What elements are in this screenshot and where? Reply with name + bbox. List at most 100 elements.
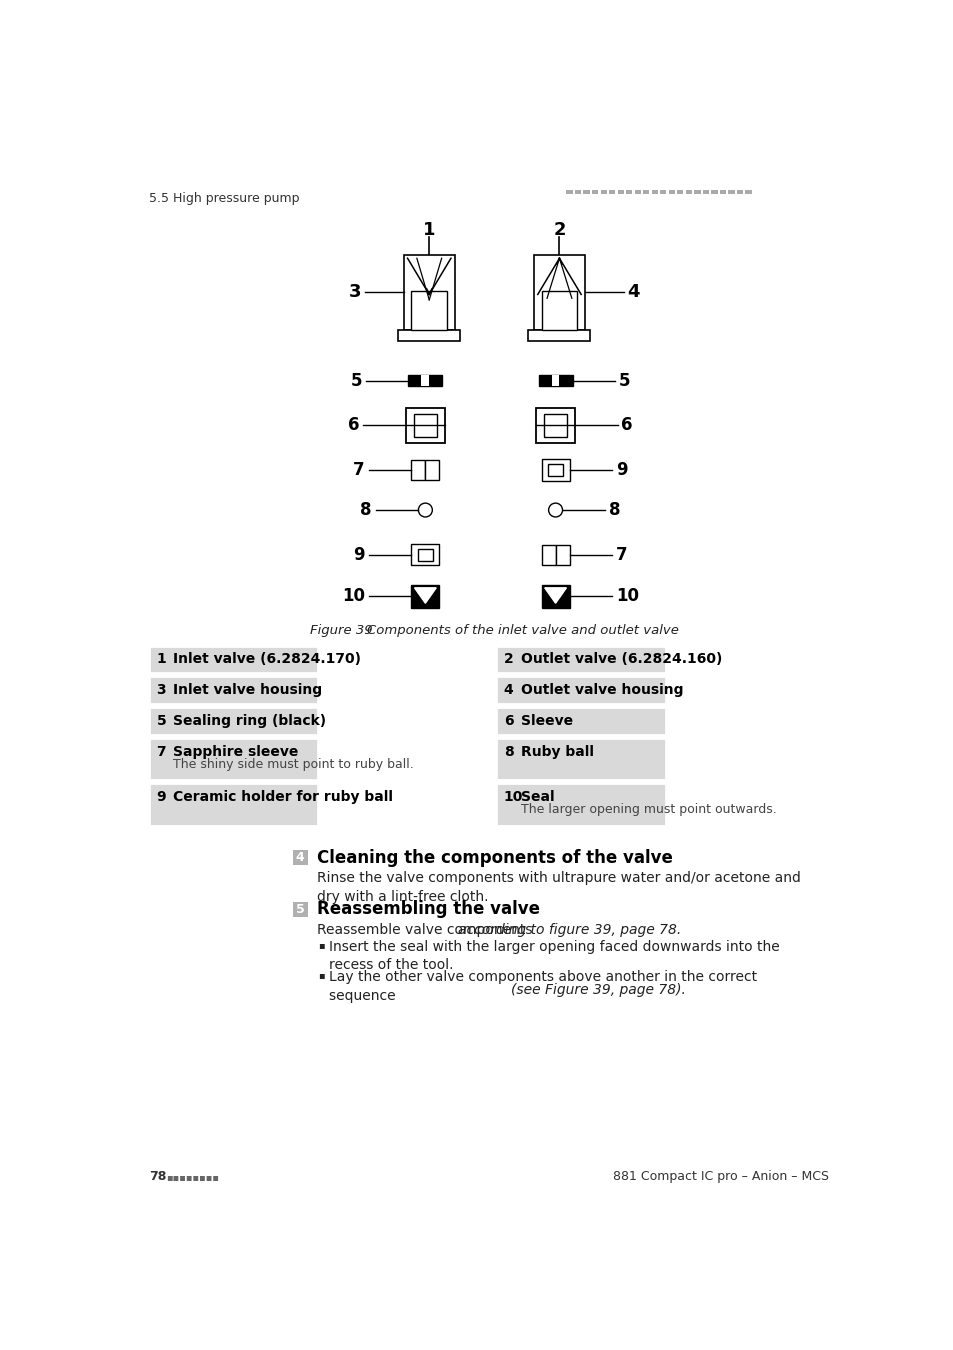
Bar bbox=[421, 375, 429, 386]
Bar bbox=[414, 414, 436, 437]
Text: (see Figure 39, page 78).: (see Figure 39, page 78). bbox=[511, 983, 685, 996]
Text: Ceramic holder for ruby ball: Ceramic holder for ruby ball bbox=[173, 790, 393, 805]
Bar bbox=[711, 190, 717, 194]
Text: Sealing ring (black): Sealing ring (black) bbox=[173, 714, 326, 728]
Bar bbox=[651, 190, 658, 194]
Bar bbox=[425, 460, 439, 481]
Text: 10: 10 bbox=[341, 587, 365, 605]
Text: 5: 5 bbox=[350, 371, 361, 390]
Bar bbox=[496, 738, 665, 780]
Text: 3: 3 bbox=[348, 284, 360, 301]
Bar bbox=[642, 190, 649, 194]
Polygon shape bbox=[544, 587, 566, 603]
Text: 6: 6 bbox=[620, 416, 632, 435]
Text: Sapphire sleeve: Sapphire sleeve bbox=[173, 745, 298, 759]
Bar bbox=[411, 585, 439, 608]
Bar bbox=[583, 190, 589, 194]
Bar bbox=[534, 255, 584, 329]
Text: 2: 2 bbox=[553, 221, 565, 239]
Text: 8: 8 bbox=[503, 745, 513, 759]
Text: Rinse the valve components with ultrapure water and/or acetone and
dry with a li: Rinse the valve components with ultrapur… bbox=[316, 871, 800, 903]
Text: 9: 9 bbox=[156, 790, 166, 805]
Text: 6: 6 bbox=[348, 416, 359, 435]
Text: 7: 7 bbox=[156, 745, 166, 759]
Text: Ruby ball: Ruby ball bbox=[520, 745, 593, 759]
Bar bbox=[496, 707, 665, 734]
Text: ▪▪▪▪▪▪▪▪: ▪▪▪▪▪▪▪▪ bbox=[166, 1172, 218, 1181]
Bar bbox=[149, 676, 318, 705]
Bar bbox=[541, 544, 555, 564]
Text: Outlet valve (6.2824.160): Outlet valve (6.2824.160) bbox=[520, 652, 721, 667]
Circle shape bbox=[548, 504, 562, 517]
Bar bbox=[744, 190, 751, 194]
Bar bbox=[408, 375, 442, 386]
Bar bbox=[149, 783, 318, 826]
Bar bbox=[541, 585, 569, 608]
Text: Inlet valve (6.2824.170): Inlet valve (6.2824.170) bbox=[173, 652, 361, 667]
Text: 7: 7 bbox=[616, 545, 627, 564]
Bar bbox=[496, 645, 665, 674]
Bar bbox=[536, 408, 575, 443]
Text: 4: 4 bbox=[503, 683, 513, 698]
Bar bbox=[496, 676, 665, 705]
Bar bbox=[496, 783, 665, 826]
Text: 8: 8 bbox=[360, 501, 372, 518]
Bar bbox=[528, 329, 590, 340]
Text: 78: 78 bbox=[149, 1170, 166, 1184]
Bar bbox=[625, 190, 632, 194]
Text: 5: 5 bbox=[295, 903, 304, 915]
Bar bbox=[411, 544, 439, 566]
Text: 9: 9 bbox=[616, 460, 627, 479]
Text: Seal: Seal bbox=[520, 790, 554, 805]
Polygon shape bbox=[415, 587, 436, 603]
Text: The larger opening must point outwards.: The larger opening must point outwards. bbox=[520, 803, 776, 817]
Text: The shiny side must point to ruby ball.: The shiny side must point to ruby ball. bbox=[173, 757, 414, 771]
Bar bbox=[411, 460, 425, 481]
Text: ▪: ▪ bbox=[318, 940, 325, 949]
Bar bbox=[403, 255, 455, 329]
Text: Cleaning the components of the valve: Cleaning the components of the valve bbox=[316, 849, 672, 867]
Bar bbox=[406, 408, 444, 443]
Bar bbox=[293, 850, 307, 865]
Bar bbox=[599, 190, 606, 194]
Bar bbox=[592, 190, 598, 194]
Bar bbox=[541, 459, 569, 481]
Text: ▪: ▪ bbox=[318, 971, 325, 980]
Text: Reassembling the valve: Reassembling the valve bbox=[316, 900, 539, 918]
Bar bbox=[608, 190, 615, 194]
Bar bbox=[555, 544, 569, 564]
Bar bbox=[702, 190, 708, 194]
Text: 7: 7 bbox=[353, 460, 365, 479]
Text: Insert the seal with the larger opening faced downwards into the
recess of the t: Insert the seal with the larger opening … bbox=[329, 940, 780, 972]
Text: 10: 10 bbox=[616, 587, 639, 605]
Bar bbox=[293, 902, 307, 917]
Bar bbox=[537, 375, 572, 386]
Bar bbox=[685, 190, 691, 194]
Text: Outlet valve housing: Outlet valve housing bbox=[520, 683, 682, 698]
Text: 5: 5 bbox=[618, 371, 630, 390]
Bar bbox=[547, 464, 562, 477]
Text: 9: 9 bbox=[353, 545, 365, 564]
Bar bbox=[694, 190, 700, 194]
Bar bbox=[677, 190, 682, 194]
Bar bbox=[551, 375, 558, 386]
Bar bbox=[543, 414, 567, 437]
Text: Lay the other valve components above another in the correct
sequence: Lay the other valve components above ano… bbox=[329, 971, 757, 1003]
Bar bbox=[728, 190, 734, 194]
Bar bbox=[617, 190, 623, 194]
Text: 881 Compact IC pro – Anion – MCS: 881 Compact IC pro – Anion – MCS bbox=[613, 1170, 828, 1184]
Circle shape bbox=[418, 504, 432, 517]
Text: Figure 39: Figure 39 bbox=[310, 624, 372, 637]
Bar bbox=[149, 645, 318, 674]
Bar bbox=[659, 190, 666, 194]
Bar bbox=[541, 290, 577, 329]
Bar bbox=[566, 190, 572, 194]
Text: 8: 8 bbox=[608, 501, 619, 518]
Text: 5.5 High pressure pump: 5.5 High pressure pump bbox=[149, 192, 299, 205]
Text: Inlet valve housing: Inlet valve housing bbox=[173, 683, 322, 698]
Bar bbox=[668, 190, 674, 194]
Text: 2: 2 bbox=[503, 652, 513, 667]
Text: according to figure 39, page 78.: according to figure 39, page 78. bbox=[457, 923, 680, 937]
Bar bbox=[736, 190, 742, 194]
Text: Sleeve: Sleeve bbox=[520, 714, 572, 728]
